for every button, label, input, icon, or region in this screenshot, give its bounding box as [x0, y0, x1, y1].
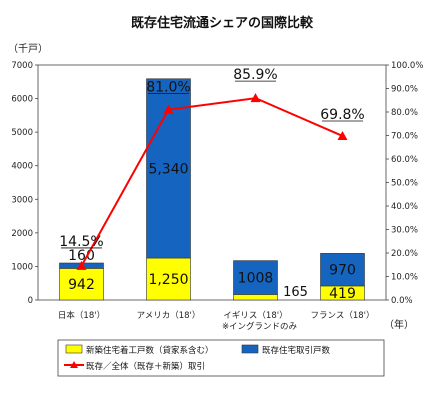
line-point	[250, 93, 261, 103]
y2-tick-label: 90.0%	[391, 85, 418, 95]
y-tick-label: 2000	[11, 229, 33, 239]
legend-swatch-existing	[241, 344, 259, 354]
x-tick-label: フランス（18'）	[311, 310, 375, 321]
y-tick-label: 7000	[11, 61, 33, 71]
legend-label-new: 新築住宅着工戸数（貸家系含む）	[86, 345, 214, 356]
y2-tick-label: 60.0%	[391, 155, 418, 165]
value-label-new: 1,250	[148, 272, 188, 288]
value-label-new: 942	[68, 277, 95, 293]
value-label-share: 14.5%	[59, 234, 103, 250]
y2-tick-label: 0.0%	[391, 296, 413, 306]
x-tick-label: 日本（18'）	[58, 310, 105, 321]
value-label-share: 85.9%	[233, 67, 277, 83]
value-label-share: 81.0%	[146, 80, 190, 96]
x-tick-label: イギリス（18'）	[223, 310, 287, 321]
line-point	[163, 104, 174, 114]
y2-tick-label: 40.0%	[391, 202, 418, 212]
x-axis-unit: （年）	[384, 318, 414, 331]
line-existing-share	[80, 97, 343, 267]
y2-tick-label: 30.0%	[391, 226, 418, 236]
y-tick-label: 1000	[11, 262, 33, 272]
value-label-share: 69.8%	[320, 107, 364, 123]
y2-tick-label: 70.0%	[391, 132, 418, 142]
bar-new-construction	[59, 268, 104, 301]
plot-area: 0 1000 2000 3000 4000 5000 6000 7000 0.0% 10.0% 20…	[11, 61, 423, 332]
x-tick-note: ※イングランドのみ	[222, 321, 298, 332]
y2-tick-label: 100.0%	[391, 61, 423, 71]
legend-swatch-new	[65, 344, 83, 354]
value-label-new: 419	[329, 286, 356, 302]
y2-tick-label: 50.0%	[391, 179, 418, 189]
y2-tick-label: 10.0%	[391, 273, 418, 283]
value-label-existing: 1008	[238, 271, 274, 287]
bar-new-construction	[233, 294, 278, 301]
value-label-existing: 970	[329, 263, 356, 279]
value-label-existing: 5,340	[148, 161, 188, 177]
legend-label-line: 既存／全体（既存＋新築）取引	[86, 361, 205, 372]
value-label-new: 165	[283, 285, 308, 300]
y-tick-label: 3000	[11, 195, 33, 205]
legend-label-existing: 既存住宅取引戸数	[262, 345, 331, 356]
bar-new-construction	[146, 257, 191, 301]
bar-existing-transactions	[320, 253, 365, 287]
line-point	[337, 130, 348, 140]
x-tick-label: アメリカ（18'）	[137, 310, 201, 321]
chart-title: 既存住宅流通シェアの国際比較	[131, 15, 314, 31]
line-point	[76, 260, 87, 270]
legend-marker-line	[70, 361, 78, 368]
legend-box	[57, 339, 385, 377]
bar-existing-transactions	[233, 260, 278, 295]
y-tick-label: 5000	[11, 128, 33, 138]
y2-tick-label: 20.0%	[391, 249, 418, 259]
y-tick-label: 6000	[11, 95, 33, 105]
y2-tick-label: 80.0%	[391, 108, 418, 118]
y-axis-unit: （千戸）	[8, 43, 48, 55]
y-tick-label: 0	[28, 296, 33, 306]
y-tick-label: 4000	[11, 162, 33, 172]
